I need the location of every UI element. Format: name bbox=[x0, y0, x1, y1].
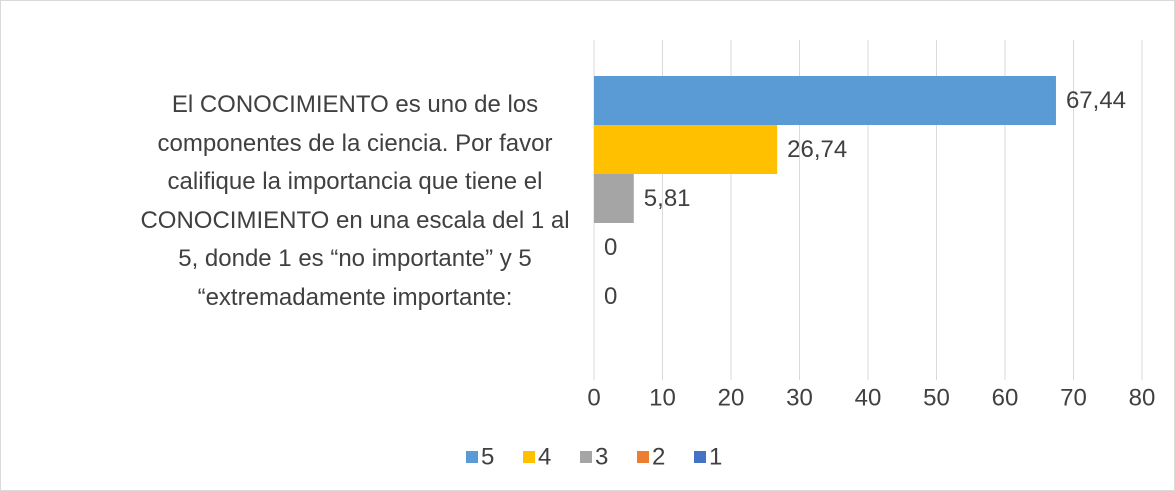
x-tick-label: 60 bbox=[992, 384, 1019, 411]
legend-label: 3 bbox=[595, 443, 608, 470]
value-label: 67,44 bbox=[1066, 87, 1126, 114]
legend-swatch bbox=[466, 451, 478, 463]
bar bbox=[594, 76, 1056, 125]
value-label: 26,74 bbox=[787, 136, 847, 163]
value-label: 0 bbox=[604, 234, 617, 261]
legend-label: 4 bbox=[538, 443, 551, 470]
legend-swatch bbox=[523, 451, 535, 463]
x-tick-label: 40 bbox=[855, 384, 882, 411]
value-label: 5,81 bbox=[644, 185, 691, 212]
legend-label: 2 bbox=[652, 443, 665, 470]
x-tick-label: 80 bbox=[1129, 384, 1156, 411]
legend-swatch bbox=[694, 451, 706, 463]
bar bbox=[594, 125, 778, 174]
x-tick-label: 50 bbox=[923, 384, 950, 411]
bar bbox=[594, 174, 634, 223]
x-tick-label: 0 bbox=[587, 384, 600, 411]
category-label: El CONOCIMIENTO es uno de los componente… bbox=[140, 91, 570, 311]
x-tick-label: 20 bbox=[718, 384, 745, 411]
legend-swatch bbox=[637, 451, 649, 463]
legend-label: 1 bbox=[709, 443, 722, 470]
x-tick-label: 30 bbox=[786, 384, 813, 411]
x-tick-label: 10 bbox=[649, 384, 676, 411]
value-label: 0 bbox=[604, 283, 617, 310]
legend-swatch bbox=[580, 451, 592, 463]
x-tick-label: 70 bbox=[1060, 384, 1087, 411]
legend-label: 5 bbox=[481, 443, 494, 470]
